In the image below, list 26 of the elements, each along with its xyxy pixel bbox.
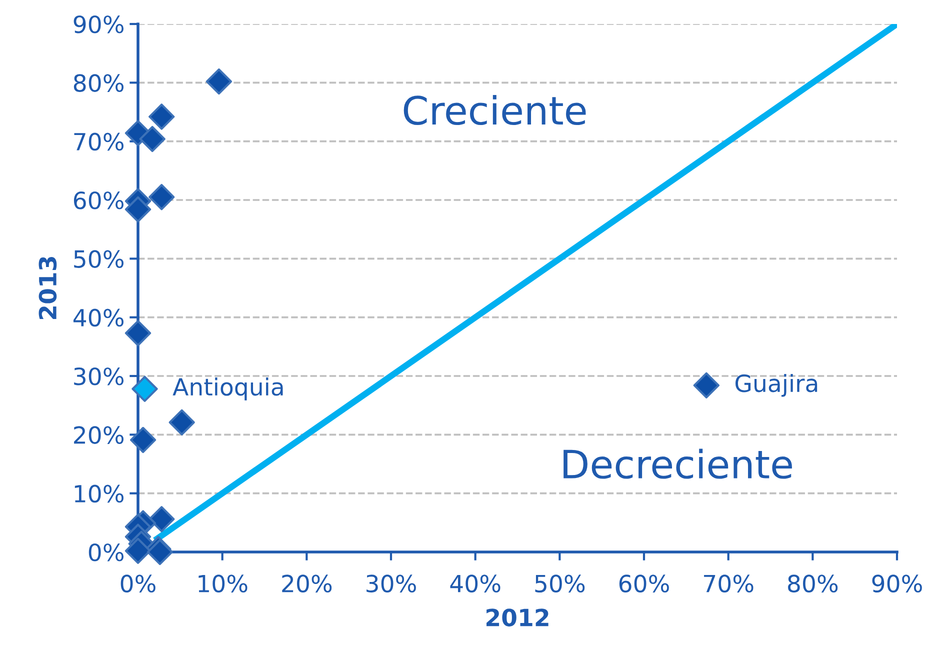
y-axis-title: 2013	[38, 257, 57, 319]
y-tick-label: 60%	[74, 191, 124, 210]
x-tick-label: 60%	[619, 574, 669, 592]
x-tick-label: 80%	[788, 574, 838, 592]
y-tick-label: 20%	[74, 426, 124, 444]
x-tick-label: 50%	[535, 574, 585, 592]
x-tick-label: 0%	[120, 574, 156, 592]
x-tick-label: 90%	[872, 574, 922, 592]
y-tick-label: 10%	[74, 484, 124, 503]
x-tick-label: 30%	[366, 574, 416, 592]
x-tick-label: 70%	[704, 574, 754, 592]
annotation: Creciente	[404, 94, 586, 126]
y-tick-label: 30%	[74, 367, 124, 386]
annotation: Decreciente	[564, 448, 792, 479]
annotation: Guajira	[736, 374, 818, 397]
y-tick-label: 90%	[74, 15, 124, 34]
y-tick-label: 80%	[74, 74, 124, 92]
y-tick-label: 40%	[73, 308, 124, 327]
x-tick-label: 10%	[198, 574, 248, 592]
y-tick-label: 0%	[88, 543, 124, 562]
x-axis-title: 2012	[486, 608, 548, 626]
y-tick-label: 70%	[74, 132, 124, 151]
x-tick-label: 20%	[282, 574, 332, 592]
annotation: Antioquia	[172, 377, 283, 400]
y-tick-label: 50%	[74, 250, 124, 268]
x-tick-label: 40%	[450, 574, 500, 592]
